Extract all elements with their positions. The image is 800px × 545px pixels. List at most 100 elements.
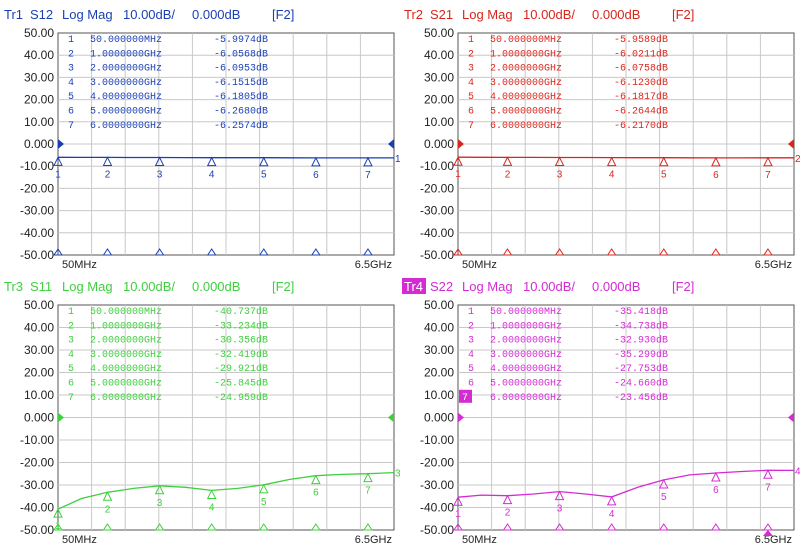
marker-frequency: 50.000000MHz <box>490 35 562 46</box>
marker-position-icon <box>154 248 165 256</box>
y-tick-label: 10.00 <box>424 388 454 402</box>
marker-position-icon <box>53 523 63 531</box>
marker-value: -33.234dB <box>214 320 268 332</box>
trace-line[interactable] <box>457 156 794 159</box>
marker-triangle-icon[interactable] <box>102 156 113 166</box>
marker-number: 6 <box>68 379 74 390</box>
marker-triangle-icon[interactable] <box>453 496 463 506</box>
marker-position-icon <box>502 523 513 531</box>
y-tick-label: -20.00 <box>20 456 54 470</box>
marker-triangle-icon[interactable] <box>763 156 773 167</box>
marker-position-icon <box>154 523 165 531</box>
marker-trace-label: 4 <box>209 170 215 181</box>
marker-value: -6.2680dB <box>214 106 268 118</box>
marker-table: 1 50.000000MHz -5.9974dB 2 1.0000000GHz -6.05… <box>68 34 268 132</box>
channel-softkey: [F2] <box>672 279 694 294</box>
marker-triangle-icon[interactable] <box>154 156 165 167</box>
ref-arrow-right-icon[interactable] <box>388 139 394 149</box>
marker-triangle-icon[interactable] <box>554 490 565 501</box>
marker-triangle-icon[interactable] <box>206 489 217 499</box>
trace-panel-tr2[interactable]: Tr2 S21 Log Mag 10.00dB/0.000dB [F2]50.0040.… <box>404 7 800 271</box>
marker-position-icon <box>102 248 113 256</box>
x-stop-label: 6.5GHz <box>355 534 392 545</box>
marker-triangle-icon[interactable] <box>206 156 217 167</box>
marker-value: -6.2644dB <box>614 106 668 118</box>
y-tick-label: -20.00 <box>20 181 54 195</box>
marker-triangle-icon[interactable] <box>53 156 63 166</box>
marker-position-icon <box>763 248 773 256</box>
active-trace-badge[interactable] <box>402 278 426 294</box>
marker-triangle-icon[interactable] <box>258 156 269 167</box>
marker-triangle-icon[interactable] <box>658 156 669 167</box>
marker-number: 7 <box>468 121 474 132</box>
marker-frequency: 5.0000000GHz <box>90 107 162 118</box>
marker-value: -24.660dB <box>614 378 668 390</box>
marker-triangle-icon[interactable] <box>502 156 513 166</box>
trace-scale: 10.00dB/ <box>123 279 175 294</box>
trace-panel-tr1[interactable]: Tr1 S12 Log Mag 10.00dB/0.000dB [F2]50.0040.… <box>4 7 401 271</box>
marker-trace-label: 2 <box>105 504 111 515</box>
trace-end-label: 3 <box>395 469 401 480</box>
marker-trace-label: 4 <box>209 502 215 513</box>
marker-triangle-icon[interactable] <box>763 469 773 479</box>
ref-arrow-left-icon[interactable] <box>458 139 464 149</box>
marker-triangle-icon[interactable] <box>258 483 269 494</box>
marker-value: -6.1805dB <box>214 91 268 103</box>
marker-triangle-icon[interactable] <box>711 471 721 482</box>
trace-end-label: 1 <box>395 154 401 165</box>
marker-position-icon <box>453 248 463 256</box>
marker-triangle-icon[interactable] <box>102 491 113 501</box>
trace-line[interactable] <box>57 156 394 159</box>
marker-value: -30.356dB <box>214 335 268 347</box>
marker-triangle-icon[interactable] <box>154 484 165 495</box>
trace-line[interactable] <box>457 469 795 498</box>
trace-ref: 0.000dB <box>192 7 240 22</box>
marker-triangle-icon[interactable] <box>363 156 373 167</box>
trace-scale: 10.00dB/ <box>523 7 575 22</box>
marker-frequency: 1.0000000GHz <box>490 321 562 332</box>
y-tick-label: -10.00 <box>420 433 454 447</box>
trace-label: Tr1 <box>4 7 23 22</box>
marker-triangle-icon[interactable] <box>711 156 721 167</box>
y-tick-label: 20.00 <box>424 366 454 380</box>
trace-label: Tr2 <box>404 7 423 22</box>
ref-arrow-right-icon[interactable] <box>788 412 794 423</box>
marker-triangle-icon[interactable] <box>606 495 617 506</box>
trace-panel-tr3[interactable]: Tr3 S11 Log Mag 10.00dB/0.000dB [F2]50.0040.… <box>4 279 401 545</box>
marker-triangle-icon[interactable] <box>311 474 321 485</box>
trace-panel-tr4[interactable]: Tr4 S22 Log Mag 10.00dB/0.000dB [F2]50.0040.… <box>402 278 800 545</box>
marker-position-icon <box>554 248 565 256</box>
marker-number: 1 <box>468 35 474 46</box>
marker-frequency: 2.0000000GHz <box>90 64 162 75</box>
marker-triangle-icon[interactable] <box>658 478 669 489</box>
marker-number: 3 <box>68 336 74 347</box>
ref-arrow-right-icon[interactable] <box>788 139 794 149</box>
marker-triangle-icon[interactable] <box>502 494 513 505</box>
marker-position-icon <box>710 523 721 531</box>
ref-arrow-left-icon[interactable] <box>58 139 64 149</box>
y-tick-label: -20.00 <box>420 181 454 195</box>
y-tick-label: -10.00 <box>20 159 54 173</box>
marker-frequency: 2.0000000GHz <box>490 64 562 75</box>
ref-arrow-left-icon[interactable] <box>58 412 64 423</box>
marker-triangle-icon[interactable] <box>453 156 463 166</box>
y-tick-label: 0.000 <box>24 137 54 151</box>
ref-arrow-left-icon[interactable] <box>458 412 464 423</box>
marker-triangle-icon[interactable] <box>53 508 63 518</box>
active-marker-pointer-icon <box>762 530 773 536</box>
marker-triangle-icon[interactable] <box>311 156 321 167</box>
x-stop-label: 6.5GHz <box>355 259 392 271</box>
marker-triangle-icon[interactable] <box>363 472 373 483</box>
marker-triangle-icon[interactable] <box>554 156 565 166</box>
marker-position-icon <box>606 248 617 256</box>
ref-arrow-right-icon[interactable] <box>388 412 394 423</box>
marker-frequency: 5.0000000GHz <box>490 379 562 390</box>
marker-value: -24.959dB <box>214 392 268 404</box>
y-tick-label: -40.00 <box>420 501 454 515</box>
marker-frequency: 50.000000MHz <box>90 35 162 46</box>
marker-triangle-icon[interactable] <box>606 156 617 167</box>
trace-line[interactable] <box>57 471 395 510</box>
marker-frequency: 6.0000000GHz <box>490 121 562 132</box>
marker-number: 3 <box>468 336 474 347</box>
x-stop-label: 6.5GHz <box>755 534 792 545</box>
